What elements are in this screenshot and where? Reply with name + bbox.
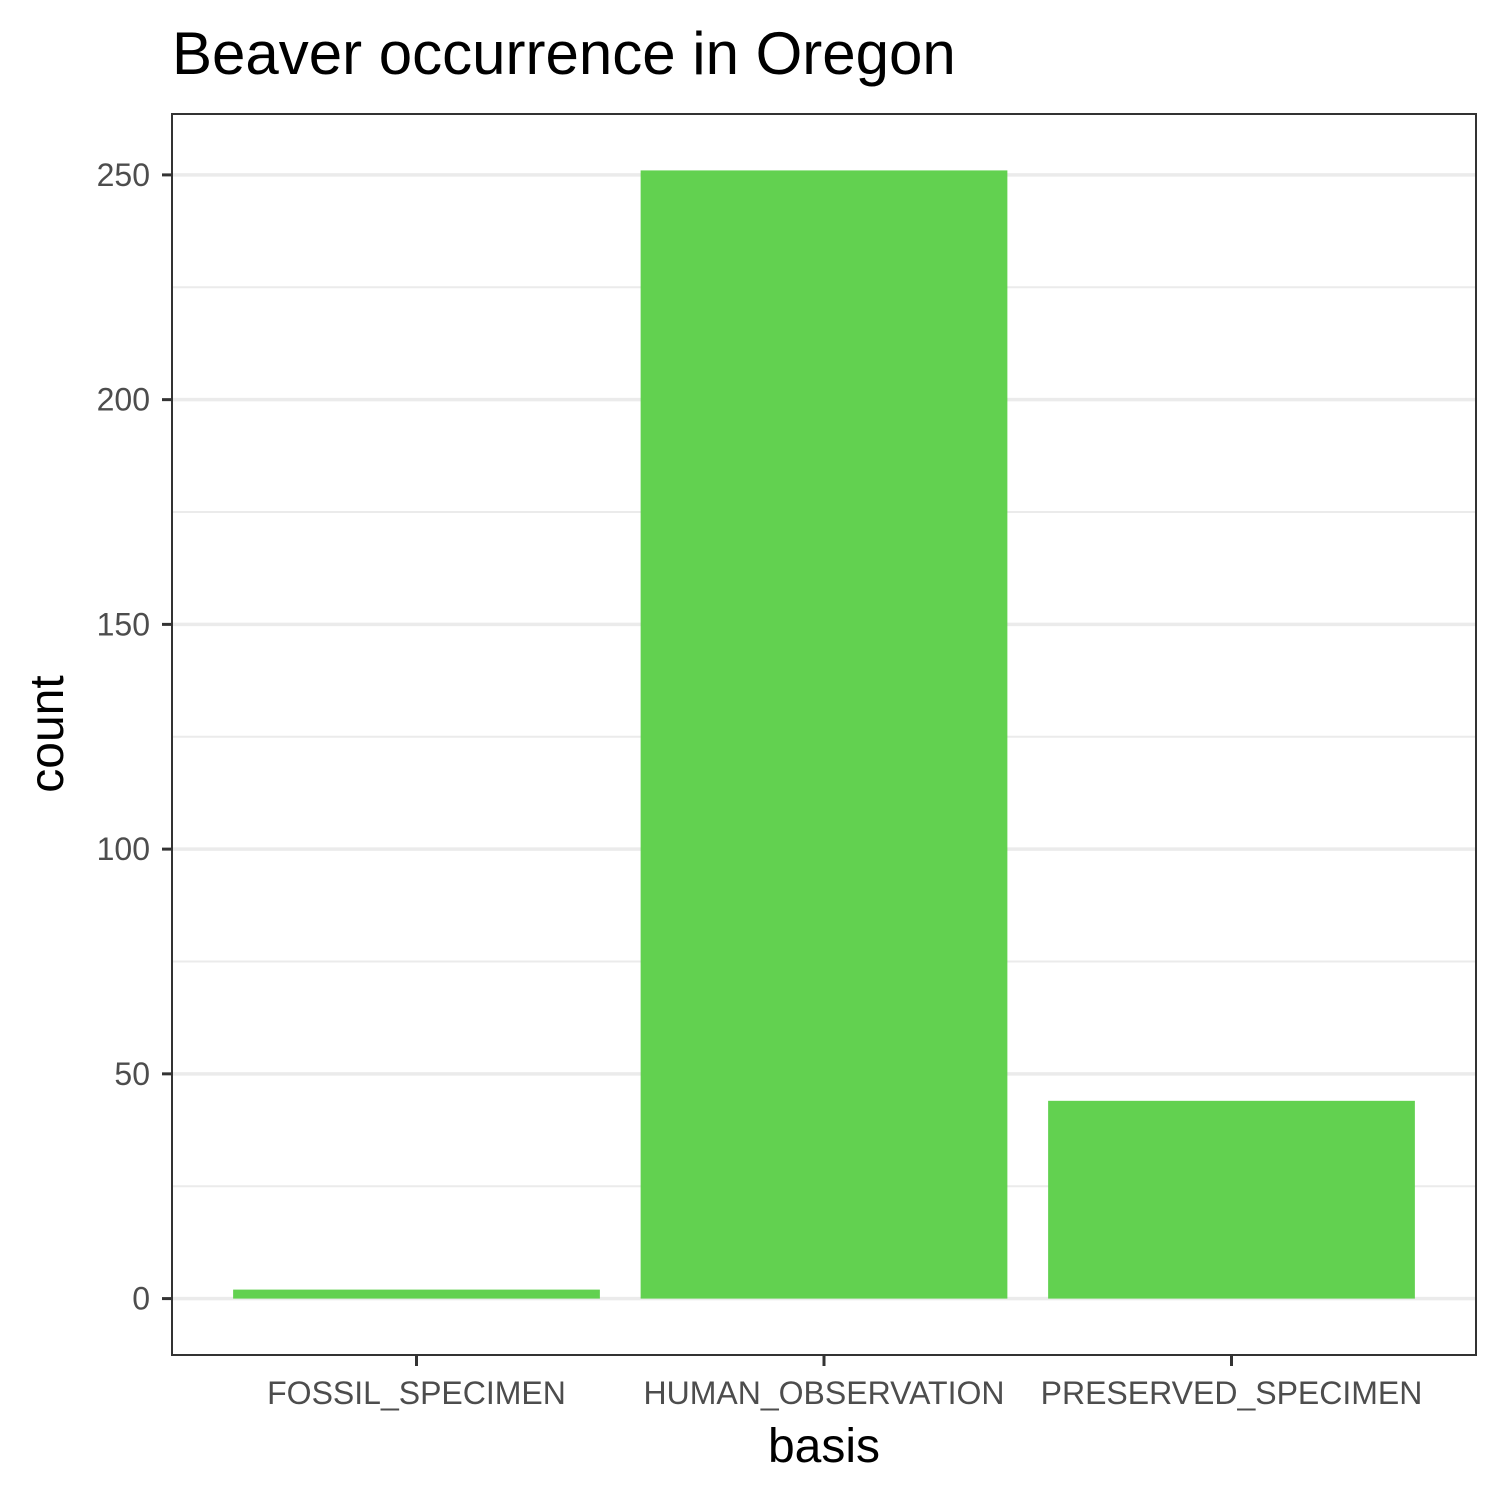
x-tick-label: HUMAN_OBSERVATION xyxy=(644,1375,1005,1411)
y-tick-label: 150 xyxy=(97,606,150,642)
x-axis: FOSSIL_SPECIMEN HUMAN_OBSERVATION PRESERVE… xyxy=(267,1355,1422,1411)
x-tick-label: FOSSIL_SPECIMEN xyxy=(267,1375,566,1411)
bars xyxy=(233,170,1415,1299)
y-axis-title: count xyxy=(21,675,74,792)
x-axis-title: basis xyxy=(768,1420,880,1473)
x-tick-label: PRESERVED_SPECIMEN xyxy=(1041,1375,1423,1411)
y-tick-label: 50 xyxy=(114,1056,150,1092)
y-tick-label: 200 xyxy=(97,382,150,418)
y-axis: 0 50 100 150 200 250 xyxy=(97,157,172,1317)
y-tick-label: 250 xyxy=(97,157,150,193)
bar-human-observation xyxy=(640,170,1008,1299)
y-tick-label: 100 xyxy=(97,831,150,867)
y-tick-label: 0 xyxy=(132,1281,150,1317)
bar-preserved-specimen xyxy=(1048,1100,1415,1299)
chart-title: Beaver occurrence in Oregon xyxy=(172,20,956,87)
bar-fossil-specimen xyxy=(233,1289,600,1299)
